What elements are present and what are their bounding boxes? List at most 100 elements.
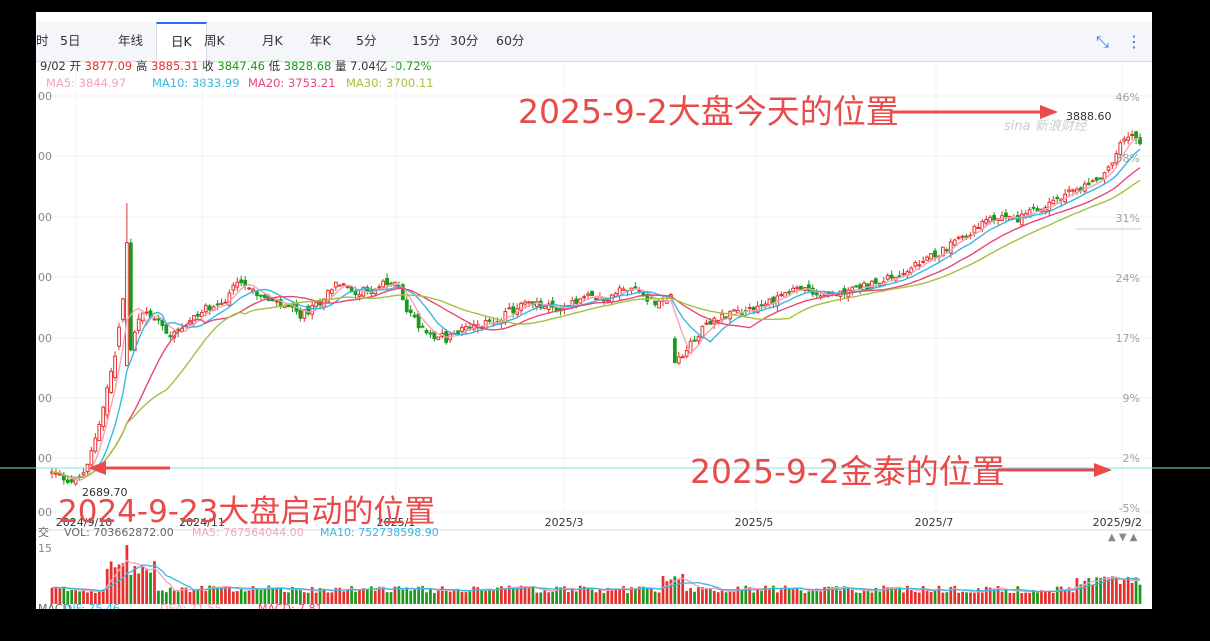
x-tick-label: 2025/3 xyxy=(545,516,584,529)
candle-body xyxy=(944,249,949,252)
tab-3[interactable]: 日K xyxy=(156,22,207,61)
volume-bar xyxy=(145,568,148,604)
volume-bar xyxy=(62,586,66,604)
candle-body xyxy=(1086,182,1091,186)
volume-bar xyxy=(657,592,661,604)
candle-body xyxy=(893,276,898,281)
volume-bar xyxy=(980,592,984,604)
volume-bar xyxy=(858,592,862,604)
candle-body xyxy=(542,306,547,309)
candle-body xyxy=(290,303,295,308)
candle-body xyxy=(669,294,673,299)
volume-bar xyxy=(500,586,503,604)
volume-bar xyxy=(622,586,625,604)
volume-bar xyxy=(819,591,823,604)
volume-bar xyxy=(429,589,432,604)
volume-bar xyxy=(610,588,614,604)
volume-bar xyxy=(598,589,602,604)
tab-7[interactable]: 5分 xyxy=(356,33,377,48)
candle-body xyxy=(160,319,165,327)
right-tick-label: 9% xyxy=(1123,392,1140,405)
volume-bar xyxy=(1028,592,1031,604)
volume-bar xyxy=(641,586,645,604)
volume-bar xyxy=(74,590,78,604)
ma-line-MA5 xyxy=(51,137,1141,481)
candle-body xyxy=(988,216,993,223)
expand-icon[interactable]: ⤡ xyxy=(1096,32,1109,51)
volume-bar xyxy=(862,589,866,604)
volume-bar xyxy=(799,590,803,604)
candle-body xyxy=(270,298,275,302)
volume-bar xyxy=(125,545,129,604)
tab-5[interactable]: 月K xyxy=(262,33,283,48)
candle-body xyxy=(874,278,878,284)
candle-body xyxy=(700,325,705,339)
kline-chart[interactable]: sina 新浪财经 00 00 00 00 00 00 00 00 46% 38% 31% 24% 17%… xyxy=(36,12,1152,609)
volume-bar xyxy=(913,591,917,604)
volume-bar xyxy=(1024,592,1028,604)
volume-bar xyxy=(1044,592,1047,604)
candle-body xyxy=(743,310,748,313)
volume-bar xyxy=(634,589,637,604)
candle-body xyxy=(1015,215,1020,223)
volume-bar xyxy=(448,591,452,604)
volume-bar xyxy=(381,586,385,604)
volume-bar xyxy=(149,572,152,604)
candle-body xyxy=(440,332,445,337)
volume-bar xyxy=(606,587,610,604)
candle-body xyxy=(144,311,149,314)
x-tick-label: 2025/1 xyxy=(377,516,416,529)
candle-body xyxy=(838,290,843,297)
candle-body xyxy=(1004,212,1008,218)
volume-bar xyxy=(681,573,685,604)
candle-body xyxy=(215,303,220,306)
tab-0[interactable]: 时 xyxy=(36,33,49,48)
candle-body xyxy=(432,331,437,339)
volume-bar xyxy=(452,590,456,604)
candle-body xyxy=(231,284,236,291)
more-icon[interactable]: ⋮ xyxy=(1126,32,1142,51)
tab-10[interactable]: 60分 xyxy=(496,33,525,48)
tab-4[interactable]: 周K xyxy=(204,33,225,48)
candle-body xyxy=(728,311,732,320)
candle-body xyxy=(810,287,815,295)
volume-bar xyxy=(1079,584,1083,604)
volume-bar xyxy=(630,587,633,604)
volume-bar xyxy=(259,589,263,604)
volume-bar xyxy=(645,588,649,604)
candle-body xyxy=(243,279,248,287)
volume-bar xyxy=(389,592,393,604)
candle-body xyxy=(337,284,342,287)
volume-bar xyxy=(1095,577,1099,604)
volume-bar xyxy=(835,586,838,604)
volume-bar xyxy=(1032,589,1035,604)
candle-body xyxy=(968,234,973,237)
candle-body xyxy=(937,255,941,258)
candle-body xyxy=(255,291,259,297)
volume-bar xyxy=(326,592,330,604)
volume-bar xyxy=(322,588,326,604)
tab-1[interactable]: 5日 xyxy=(60,33,81,48)
close-label: 收 xyxy=(202,59,214,73)
candle-body xyxy=(172,331,177,339)
candle-body xyxy=(306,305,311,315)
volume-bar xyxy=(559,587,562,604)
low-value: 3828.68 xyxy=(283,59,332,73)
tab-2[interactable]: 年线 xyxy=(118,33,144,48)
candle-body xyxy=(211,306,216,311)
candle-body xyxy=(385,277,389,286)
volume-bar xyxy=(235,591,239,604)
volume-bar xyxy=(417,586,420,604)
candle-body xyxy=(720,313,725,320)
volume-bar xyxy=(318,588,322,604)
candle-body xyxy=(219,302,224,305)
candle-body xyxy=(377,286,382,289)
ma-legend-3: MA30: 3700.11 xyxy=(346,76,434,90)
tab-6[interactable]: 年K xyxy=(310,33,331,48)
tab-9[interactable]: 30分 xyxy=(450,33,479,48)
tab-8[interactable]: 15分 xyxy=(412,33,441,48)
volume-bar xyxy=(728,590,732,604)
candle-body xyxy=(93,437,98,452)
volume-bar xyxy=(992,589,996,604)
candle-body xyxy=(956,236,961,239)
